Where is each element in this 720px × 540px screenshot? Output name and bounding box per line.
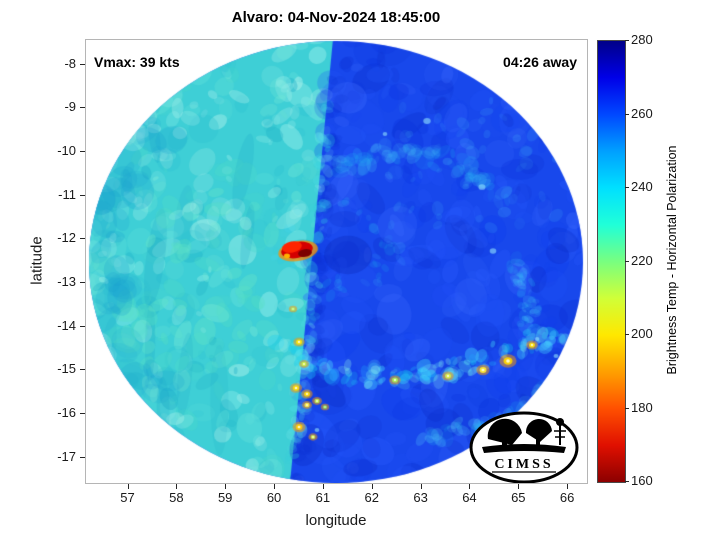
x-tick-mark — [274, 484, 276, 489]
y-tick-label: -13 — [57, 274, 76, 289]
y-tick-label: -8 — [64, 55, 76, 71]
x-tick-mark — [567, 484, 569, 489]
colorbar-tick-label: 280 — [631, 32, 653, 47]
vmax-annotation: Vmax: 39 kts — [94, 54, 180, 70]
y-tick-mark — [80, 325, 85, 327]
y-tick-label: -11 — [58, 186, 76, 202]
y-tick-label: -10 — [57, 142, 76, 158]
x-tick-label: 64 — [462, 490, 477, 505]
y-tick-mark — [80, 107, 85, 109]
x-tick-label: 61 — [315, 490, 331, 505]
y-tick-mark — [80, 413, 85, 415]
y-tick-mark — [80, 282, 85, 283]
colorbar-tick-mark — [625, 187, 629, 188]
colorbar-tick-mark — [625, 481, 629, 482]
x-tick-mark — [371, 484, 373, 489]
colorbar-tick-mark — [625, 260, 629, 262]
y-tick-label: -17 — [57, 448, 76, 464]
colorbar-tick-mark — [625, 40, 629, 41]
y-tick-label: -16 — [57, 405, 76, 421]
colorbar-tick-mark — [625, 334, 629, 335]
small-dish-icon — [525, 418, 552, 442]
x-tick-mark — [225, 484, 227, 489]
x-tick-mark — [420, 484, 422, 489]
colorbar-tick-label: 200 — [631, 326, 653, 341]
y-tick-mark — [80, 194, 85, 196]
y-tick-label: -12 — [57, 230, 76, 246]
colorbar-tick-mark — [625, 407, 629, 409]
large-dish-icon — [487, 418, 522, 445]
colorbar-tick-label: 220 — [631, 252, 653, 268]
plot-area: Vmax: 39 kts 04:26 away CIMSS — [85, 39, 587, 484]
y-tick-mark — [80, 456, 85, 458]
colorbar-tick-label: 160 — [631, 473, 653, 488]
small-dish-pedestal — [536, 439, 540, 448]
x-tick-label: 59 — [217, 490, 233, 505]
radio-telescope-icons — [487, 418, 552, 450]
x-tick-label: 60 — [266, 490, 282, 505]
colorbar-tick-label: 240 — [631, 179, 653, 194]
x-tick-label: 62 — [364, 490, 379, 505]
y-tick-mark — [80, 63, 85, 65]
x-tick-mark — [469, 484, 471, 489]
y-tick-label: -14 — [57, 317, 76, 333]
y-tick-mark — [80, 238, 85, 240]
x-tick-mark — [176, 484, 178, 489]
x-axis-label: longitude — [305, 512, 367, 529]
figure-title: Alvaro: 04-Nov-2024 18:45:00 — [231, 9, 441, 26]
colorbar-tick-label: 180 — [631, 399, 653, 415]
x-tick-label: 57 — [120, 490, 135, 505]
y-tick-mark — [80, 369, 85, 371]
y-tick-mark — [80, 150, 85, 152]
colorbar — [597, 40, 626, 483]
satellite-swath-image — [85, 39, 587, 483]
x-tick-mark — [518, 484, 520, 489]
x-tick-mark — [322, 484, 324, 489]
x-tick-label: 58 — [169, 490, 184, 505]
tower-ball — [556, 418, 564, 426]
y-tick-label: -15 — [57, 361, 76, 377]
eta-annotation: 04:26 away — [503, 54, 577, 70]
colorbar-tick-mark — [625, 113, 629, 115]
colorbar-label: Brightness Temp - Horizontal Polarizatio… — [665, 145, 679, 375]
x-tick-label: 65 — [511, 490, 526, 505]
x-tick-label: 66 — [559, 490, 575, 505]
x-tick-mark — [127, 484, 129, 489]
x-tick-label: 63 — [413, 490, 428, 505]
satellite-tower-icon — [554, 418, 566, 445]
y-tick-label: -9 — [64, 99, 76, 115]
cimss-logo: CIMSS — [469, 411, 579, 484]
colorbar-tick-label: 260 — [631, 105, 653, 121]
cimss-logo-text: CIMSS — [494, 457, 553, 472]
ground-silhouette — [482, 444, 566, 453]
